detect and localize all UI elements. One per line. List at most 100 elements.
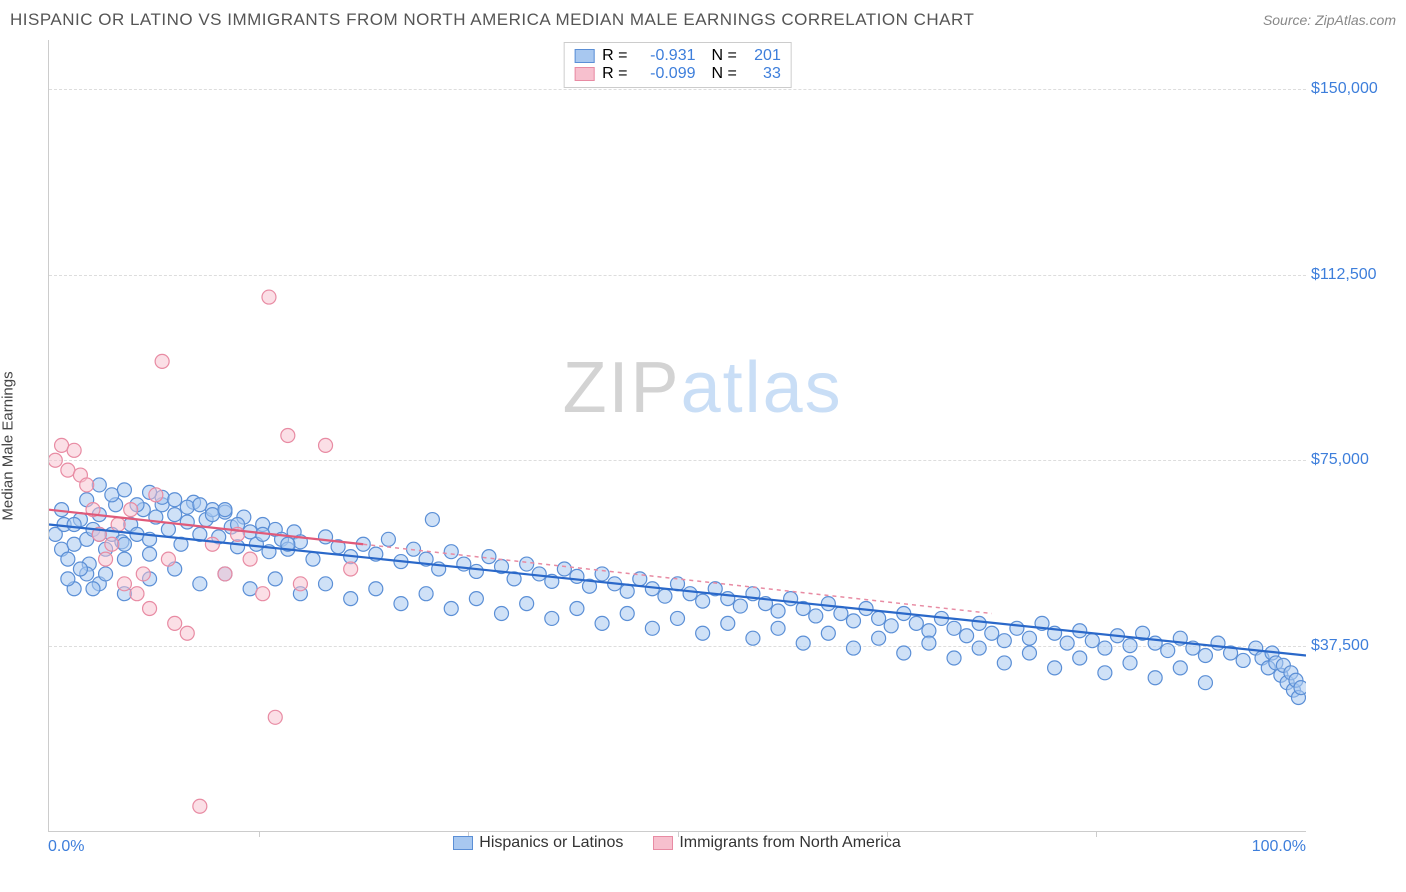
data-point	[193, 799, 207, 813]
data-point	[796, 636, 810, 650]
data-point	[1211, 636, 1225, 650]
data-point	[771, 604, 785, 618]
source-value: ZipAtlas.com	[1315, 12, 1396, 28]
data-point	[872, 611, 886, 625]
legend-swatch	[453, 836, 473, 850]
data-point	[1198, 676, 1212, 690]
plot-region: ZIPatlas R = -0.931 N = 201 R = -0.099 N…	[48, 40, 1306, 832]
data-point	[218, 503, 232, 517]
data-point	[897, 646, 911, 660]
data-point	[369, 582, 383, 596]
legend-label: Immigrants from North America	[679, 834, 900, 852]
data-point	[394, 597, 408, 611]
data-point	[1022, 646, 1036, 660]
data-point	[595, 567, 609, 581]
data-point	[306, 552, 320, 566]
data-point	[444, 602, 458, 616]
data-point	[55, 438, 69, 452]
header-bar: HISPANIC OR LATINO VS IMMIGRANTS FROM NO…	[10, 10, 1396, 30]
legend-stats-box: R = -0.931 N = 201 R = -0.099 N = 33	[563, 42, 792, 88]
legend-swatch	[653, 836, 673, 850]
legend-swatch	[574, 67, 594, 81]
data-point	[193, 577, 207, 591]
data-point	[319, 438, 333, 452]
data-point	[495, 606, 509, 620]
legend-swatch	[574, 49, 594, 63]
data-point	[595, 616, 609, 630]
data-point	[645, 621, 659, 635]
data-point	[344, 562, 358, 576]
data-point	[193, 498, 207, 512]
data-point	[381, 532, 395, 546]
data-point	[180, 500, 194, 514]
data-point	[268, 710, 282, 724]
data-point	[482, 550, 496, 564]
n-value: 201	[745, 47, 781, 65]
data-point	[821, 626, 835, 640]
data-point	[809, 609, 823, 623]
data-point	[972, 641, 986, 655]
data-point	[821, 597, 835, 611]
data-point	[111, 517, 125, 531]
data-point	[180, 626, 194, 640]
y-axis-title: Median Male Earnings	[0, 371, 17, 520]
data-point	[532, 567, 546, 581]
legend-stats-row: R = -0.931 N = 201	[574, 47, 781, 65]
data-point	[143, 547, 157, 561]
data-point	[49, 453, 62, 467]
data-point	[124, 503, 138, 517]
data-point	[67, 537, 81, 551]
data-point	[960, 629, 974, 643]
data-point	[1010, 621, 1024, 635]
n-value: 33	[745, 65, 781, 83]
data-point	[130, 587, 144, 601]
data-point	[344, 592, 358, 606]
data-point	[947, 651, 961, 665]
data-point	[746, 631, 760, 645]
data-point	[117, 483, 131, 497]
data-point	[683, 587, 697, 601]
legend-label: Hispanics or Latinos	[479, 834, 623, 852]
data-point	[671, 611, 685, 625]
data-point	[256, 587, 270, 601]
data-point	[784, 592, 798, 606]
data-point	[105, 488, 119, 502]
data-point	[168, 493, 182, 507]
data-point	[570, 569, 584, 583]
data-point	[168, 508, 182, 522]
data-point	[155, 354, 169, 368]
source-label: Source:	[1263, 12, 1311, 28]
y-tick-label: $112,500	[1311, 266, 1391, 284]
data-point	[444, 545, 458, 559]
data-point	[99, 567, 113, 581]
data-point	[61, 572, 75, 586]
n-label: N =	[712, 47, 737, 65]
data-point	[985, 626, 999, 640]
data-point	[149, 488, 163, 502]
data-point	[161, 522, 175, 536]
data-point	[520, 597, 534, 611]
data-point	[136, 567, 150, 581]
data-point	[1198, 648, 1212, 662]
data-point	[696, 594, 710, 608]
data-point	[117, 577, 131, 591]
data-point	[872, 631, 886, 645]
data-point	[73, 562, 87, 576]
data-point	[67, 517, 81, 531]
data-point	[1022, 631, 1036, 645]
scatter-svg	[49, 40, 1306, 831]
y-tick-label: $150,000	[1311, 80, 1391, 98]
data-point	[1085, 634, 1099, 648]
chart-title: HISPANIC OR LATINO VS IMMIGRANTS FROM NO…	[10, 10, 974, 30]
data-point	[1148, 671, 1162, 685]
data-point	[293, 577, 307, 591]
data-point	[1173, 661, 1187, 675]
data-point	[997, 634, 1011, 648]
data-point	[61, 463, 75, 477]
data-point	[997, 656, 1011, 670]
chart-area: ZIPatlas R = -0.931 N = 201 R = -0.099 N…	[48, 40, 1396, 852]
data-point	[86, 582, 100, 596]
data-point	[117, 537, 131, 551]
data-point	[419, 587, 433, 601]
r-value: -0.931	[636, 47, 696, 65]
